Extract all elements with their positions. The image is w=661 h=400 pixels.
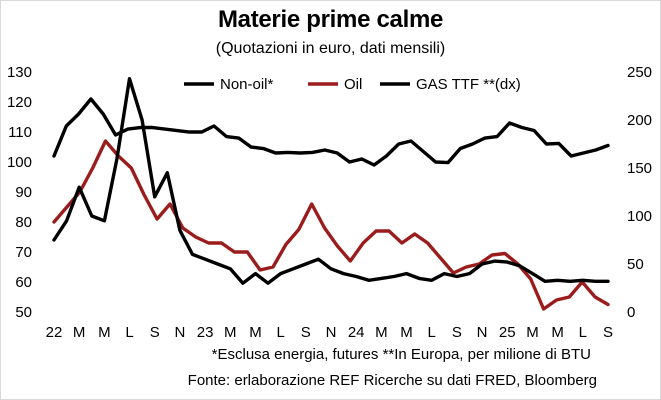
x-axis-tick-label: L (276, 324, 284, 341)
right-axis-tick-label: 50 (627, 256, 644, 273)
left-axis-tick-label: 80 (15, 214, 32, 231)
x-axis-tick-label: L (428, 324, 436, 341)
x-axis-tick-label: M (551, 324, 564, 341)
x-axis-tick-label: M (375, 324, 388, 341)
left-axis-tick-label: 60 (15, 274, 32, 291)
right-axis-tick-label: 100 (627, 208, 652, 225)
right-axis-tick-label: 0 (627, 304, 635, 321)
right-axis-tick-label: 200 (627, 112, 652, 129)
x-axis-tick-label: M (526, 324, 539, 341)
x-axis-tick-label: M (224, 324, 237, 341)
x-axis-tick-label: S (150, 324, 160, 341)
x-axis-tick-label: L (125, 324, 133, 341)
x-axis-tick-label: N (174, 324, 185, 341)
left-axis-tick-label: 130 (7, 64, 32, 81)
chart-title: Materie prime calme (217, 6, 444, 33)
x-axis-tick-label: N (477, 324, 488, 341)
legend-label-non-oil: Non-oil* (220, 76, 274, 93)
left-axis-tick-label: 90 (15, 184, 32, 201)
left-axis-tick-label: 50 (15, 304, 32, 321)
legend-label-oil: Oil (344, 76, 362, 93)
left-axis-tick-label: 110 (8, 124, 32, 141)
x-axis-tick-label: N (326, 324, 337, 341)
right-axis-tick-label: 250 (627, 64, 652, 81)
series-line-gas-ttf-dx (52, 76, 610, 285)
x-axis-tick-label: S (452, 324, 462, 341)
x-axis-tick-label: 22 (46, 324, 63, 341)
x-axis-tick-label: 25 (499, 324, 516, 341)
x-axis-tick-label: 24 (348, 324, 365, 341)
x-axis-tick-label: M (98, 324, 111, 341)
x-axis-tick-label: M (400, 324, 413, 341)
series-line-oil (52, 139, 610, 311)
x-axis-tick-label: S (603, 324, 613, 341)
left-axis-tick-label: 70 (15, 244, 32, 261)
footnote-definitions: *Esclusa energia, futures **In Europa, p… (211, 346, 591, 363)
x-axis-tick-label: S (301, 324, 311, 341)
x-axis-tick-label: 23 (197, 324, 214, 341)
left-axis-tick-label: 120 (7, 94, 32, 111)
footnote-source: Fonte: erlaborazione REF Ricerche su dat… (187, 372, 597, 389)
left-axis-tick-label: 100 (7, 154, 32, 171)
legend-label-gas-ttf-dx: GAS TTF **(dx) (416, 76, 521, 93)
chart-subtitle: (Quotazioni in euro, dati mensili) (215, 40, 446, 57)
x-axis-tick-label: L (579, 324, 587, 341)
right-axis-tick-label: 150 (627, 160, 652, 177)
x-axis-tick-label: M (249, 324, 262, 341)
x-axis-tick-label: M (73, 324, 86, 341)
series-line-non-oil (52, 97, 610, 167)
